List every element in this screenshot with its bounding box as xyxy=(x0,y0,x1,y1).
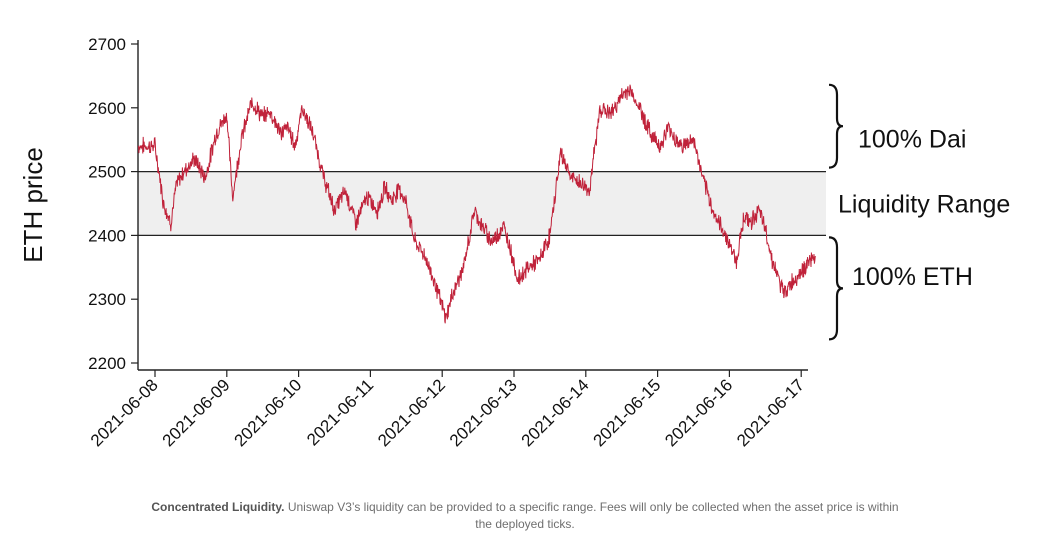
y-tick-label: 2600 xyxy=(88,99,126,118)
y-tick-label: 2500 xyxy=(88,163,126,182)
x-tick-label: 2021-06-17 xyxy=(733,375,808,450)
caption-title: Concentrated Liquidity. xyxy=(151,500,285,514)
eth-brace xyxy=(828,236,844,341)
x-tick-label: 2021-06-15 xyxy=(589,375,664,450)
range-annotations: 100% Dai Liquidity Range 100% ETH xyxy=(828,83,1010,341)
axes: 2200230024002500260027002021-06-082021-0… xyxy=(87,35,808,450)
x-tick-label: 2021-06-12 xyxy=(374,375,449,450)
caption-text: Uniswap V3’s liquidity can be provided t… xyxy=(284,500,899,531)
eth-price-chart: 2200230024002500260027002021-06-082021-0… xyxy=(18,35,1010,450)
y-axis-label: ETH price xyxy=(18,147,48,263)
dai-brace xyxy=(828,83,844,169)
y-tick-label: 2200 xyxy=(88,354,126,373)
eth-price-series-line xyxy=(138,84,816,324)
dai-range-label: 100% Dai xyxy=(858,126,966,154)
x-tick-label: 2021-06-16 xyxy=(661,375,736,450)
figure-caption: Concentrated Liquidity. Uniswap V3’s liq… xyxy=(150,499,900,533)
x-tick-label: 2021-06-10 xyxy=(230,375,305,450)
eth-range-label: 100% ETH xyxy=(852,263,973,291)
y-tick-label: 2300 xyxy=(88,290,126,309)
liquidity-range-label: Liquidity Range xyxy=(838,191,1010,219)
x-tick-label: 2021-06-11 xyxy=(303,375,377,449)
y-tick-label: 2400 xyxy=(88,226,126,245)
y-tick-label: 2700 xyxy=(88,35,126,54)
x-tick-label: 2021-06-08 xyxy=(87,375,162,450)
x-tick-label: 2021-06-14 xyxy=(518,375,593,450)
x-tick-label: 2021-06-13 xyxy=(446,375,521,450)
x-tick-label: 2021-06-09 xyxy=(159,375,234,450)
